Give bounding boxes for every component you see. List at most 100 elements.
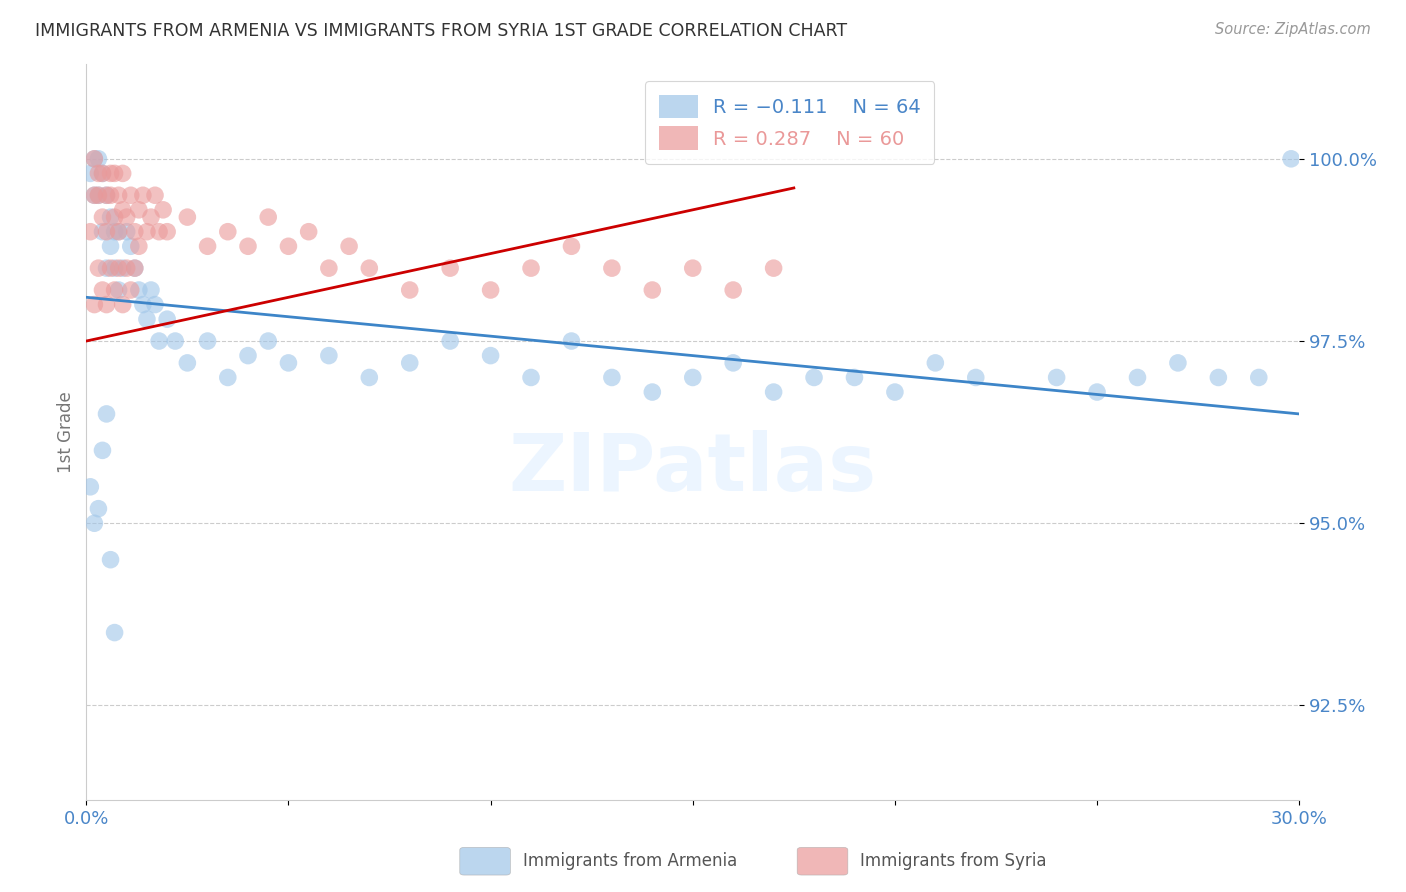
Point xyxy=(132,297,155,311)
Text: Immigrants from Armenia: Immigrants from Armenia xyxy=(523,852,737,871)
Point xyxy=(148,334,170,348)
Point xyxy=(560,239,582,253)
Point xyxy=(560,334,582,348)
Point xyxy=(197,239,219,253)
Point xyxy=(111,202,134,217)
Point xyxy=(359,370,381,384)
Point xyxy=(87,152,110,166)
Point xyxy=(197,334,219,348)
Point xyxy=(107,283,129,297)
Point xyxy=(520,370,543,384)
Point xyxy=(257,334,280,348)
Point xyxy=(682,261,704,276)
Point xyxy=(176,210,198,224)
Point xyxy=(100,261,122,276)
Point xyxy=(217,225,239,239)
Point xyxy=(1167,356,1189,370)
Point xyxy=(100,166,122,180)
Point xyxy=(96,188,118,202)
Point xyxy=(83,516,105,531)
Point xyxy=(165,334,187,348)
Point xyxy=(87,261,110,276)
Point xyxy=(1046,370,1069,384)
Point xyxy=(439,261,461,276)
Point xyxy=(104,261,127,276)
Text: ZIPatlas: ZIPatlas xyxy=(509,430,877,508)
Point xyxy=(124,225,146,239)
Point xyxy=(298,225,321,239)
Point xyxy=(120,239,142,253)
Legend: R = −0.111    N = 64, R = 0.287    N = 60: R = −0.111 N = 64, R = 0.287 N = 60 xyxy=(645,81,935,163)
Point xyxy=(107,188,129,202)
Point xyxy=(79,166,101,180)
Point xyxy=(124,261,146,276)
Point xyxy=(398,356,420,370)
Point xyxy=(1247,370,1270,384)
Point xyxy=(398,283,420,297)
Point xyxy=(136,312,159,326)
Point xyxy=(91,166,114,180)
Point xyxy=(124,261,146,276)
Point xyxy=(100,210,122,224)
Point xyxy=(107,261,129,276)
Y-axis label: 1st Grade: 1st Grade xyxy=(58,392,75,473)
Point xyxy=(217,370,239,384)
Point xyxy=(111,261,134,276)
Point xyxy=(100,552,122,566)
Point xyxy=(115,261,138,276)
Point xyxy=(318,349,340,363)
Point xyxy=(143,188,166,202)
Point xyxy=(104,283,127,297)
Point xyxy=(83,297,105,311)
Point xyxy=(641,385,664,400)
Point xyxy=(236,349,259,363)
Point xyxy=(520,261,543,276)
Point xyxy=(107,225,129,239)
Point xyxy=(682,370,704,384)
Point xyxy=(762,385,785,400)
Point xyxy=(156,312,179,326)
Point xyxy=(803,370,825,384)
Point xyxy=(104,225,127,239)
Point xyxy=(83,188,105,202)
Text: Immigrants from Syria: Immigrants from Syria xyxy=(860,852,1047,871)
Point xyxy=(176,356,198,370)
Point xyxy=(277,356,299,370)
Point xyxy=(721,283,744,297)
Point xyxy=(91,210,114,224)
Point xyxy=(100,239,122,253)
Point xyxy=(96,261,118,276)
Point xyxy=(641,283,664,297)
Point xyxy=(87,188,110,202)
Point xyxy=(104,210,127,224)
Point xyxy=(87,188,110,202)
Point xyxy=(111,297,134,311)
Point xyxy=(128,283,150,297)
Point xyxy=(120,283,142,297)
Point xyxy=(79,225,101,239)
Point xyxy=(115,210,138,224)
Point xyxy=(318,261,340,276)
Point xyxy=(359,261,381,276)
Point xyxy=(96,188,118,202)
Point xyxy=(139,283,162,297)
Point xyxy=(439,334,461,348)
Point xyxy=(965,370,987,384)
Point xyxy=(152,202,174,217)
Point xyxy=(83,152,105,166)
Point xyxy=(148,225,170,239)
Point xyxy=(479,349,502,363)
Point xyxy=(128,239,150,253)
Point xyxy=(91,225,114,239)
Point xyxy=(1279,152,1302,166)
Point xyxy=(277,239,299,253)
Point xyxy=(96,297,118,311)
Point xyxy=(91,166,114,180)
Point xyxy=(83,152,105,166)
Point xyxy=(128,202,150,217)
Point xyxy=(236,239,259,253)
Point xyxy=(87,501,110,516)
Point xyxy=(139,210,162,224)
Point xyxy=(844,370,866,384)
Point xyxy=(924,356,946,370)
